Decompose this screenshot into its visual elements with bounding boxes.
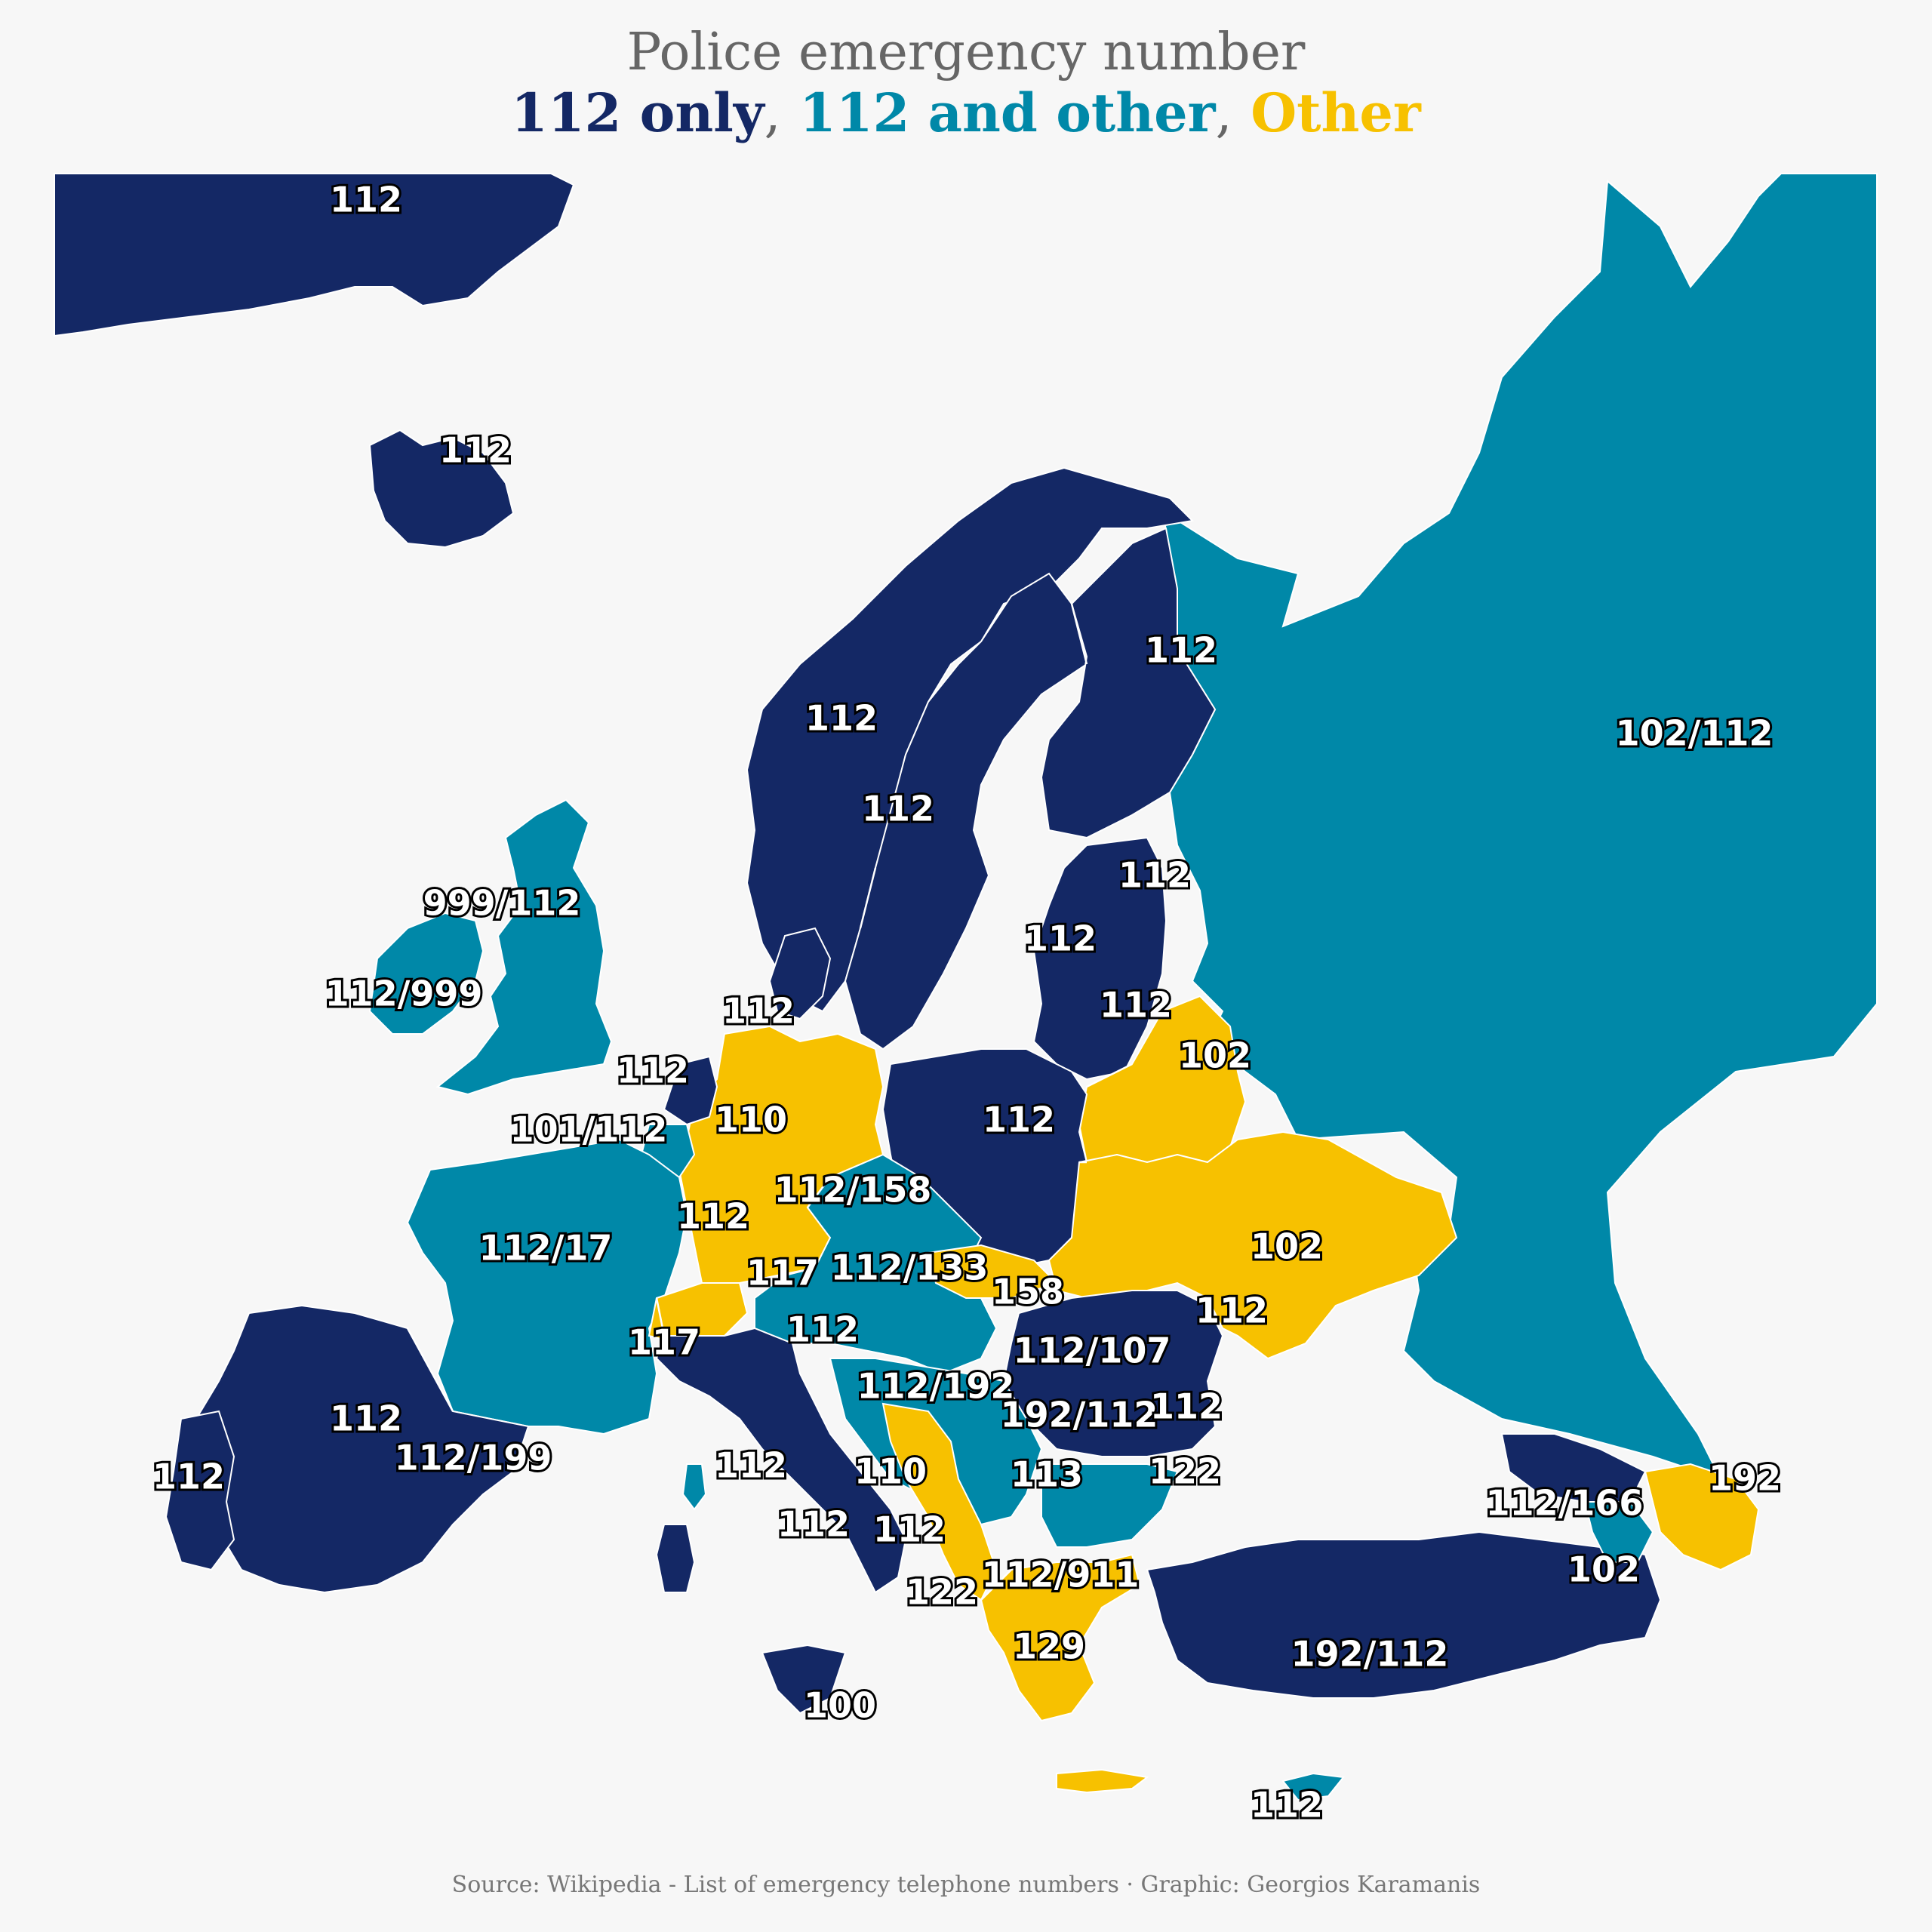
country-label: 112/158	[774, 1170, 932, 1211]
country-label: 112	[1145, 630, 1217, 671]
country-label: 112	[330, 180, 402, 220]
region-denmark	[768, 927, 832, 1020]
country-label: 112	[777, 1504, 850, 1545]
region-italy	[655, 1327, 907, 1594]
country-label: 158	[992, 1272, 1064, 1312]
border-lines	[406, 603, 1133, 1601]
region-slovakia	[927, 1244, 1058, 1299]
country-label: 110	[854, 1451, 927, 1492]
country-label: 112	[1195, 1291, 1268, 1331]
country-label: 999/112	[423, 883, 581, 924]
country-label: 112	[1024, 918, 1097, 959]
region-france	[406, 1138, 688, 1435]
legend-separator: ,	[1215, 82, 1232, 144]
region-baltics	[1032, 836, 1168, 1081]
country-label: 192/112	[1001, 1395, 1158, 1435]
country-label: 102	[1251, 1226, 1323, 1267]
region-sardinia	[655, 1524, 696, 1593]
country-label: 112	[1150, 1386, 1223, 1427]
country-label: 112	[805, 698, 878, 739]
region-turkey	[1146, 1531, 1662, 1699]
country-label: 112/911	[982, 1555, 1140, 1595]
country-label: 102	[1567, 1549, 1640, 1590]
region-svalbard	[54, 173, 575, 337]
country-label: 129	[1013, 1626, 1085, 1667]
country-label: 192/112	[1291, 1634, 1449, 1675]
country-label: 122	[906, 1572, 978, 1613]
source-caption: Source: Wikipedia - List of emergency te…	[451, 1872, 1481, 1898]
region-cyprus	[1281, 1772, 1345, 1801]
country-label: 113	[1011, 1454, 1083, 1495]
country-label: 100	[804, 1685, 876, 1726]
country-label: 102	[1179, 1035, 1251, 1076]
country-label: 112	[862, 789, 934, 829]
country-label: 112	[715, 1445, 787, 1486]
country-label: 122	[1149, 1451, 1221, 1492]
country-label: 112	[439, 430, 512, 471]
country-label: 112	[983, 1100, 1055, 1140]
region-uk	[435, 798, 613, 1096]
country-label: 112	[786, 1309, 859, 1350]
map-title: Police emergency number	[626, 23, 1306, 82]
country-label: 112/199	[395, 1438, 552, 1478]
country-label: 112	[1251, 1785, 1323, 1826]
country-label: 112/133	[831, 1247, 989, 1288]
region-corsica	[681, 1463, 707, 1511]
region-bulgaria	[1041, 1463, 1179, 1548]
country-label: 117	[746, 1253, 819, 1294]
country-label: 112	[152, 1457, 225, 1497]
country-label: 192	[1709, 1458, 1781, 1499]
country-label: 112	[1100, 985, 1172, 1026]
region-switzerland	[648, 1282, 749, 1345]
legend-item-112-only: 112 only	[511, 82, 764, 144]
region-sicily	[761, 1644, 847, 1715]
region-greece	[980, 1553, 1141, 1722]
region-armenia	[1583, 1501, 1654, 1563]
region-netherlands	[663, 1055, 718, 1126]
region-central-europe	[754, 1153, 998, 1375]
legend-item-other: Other	[1251, 82, 1421, 144]
country-label: 112/17	[479, 1228, 613, 1269]
country-label: 112/107	[1014, 1331, 1171, 1371]
country-label: 112	[1118, 855, 1191, 896]
country-label: 112	[677, 1196, 749, 1237]
legend-separator: ,	[764, 82, 781, 144]
region-iceland	[368, 429, 515, 549]
country-label: 112	[722, 991, 795, 1032]
region-finland	[1040, 527, 1217, 839]
country-label: 117	[628, 1322, 700, 1363]
country-label: 112/166	[1486, 1483, 1644, 1524]
country-label: 110	[715, 1100, 787, 1140]
region-sweden	[844, 572, 1088, 1051]
country-label: 102/112	[1616, 713, 1774, 754]
region-russia	[1161, 173, 1878, 1481]
legend-item-112-and-other: 112 and other	[799, 82, 1216, 144]
country-labels: 112112112112112102/112999/112112/9991121…	[150, 177, 1783, 1828]
region-crete	[1056, 1768, 1149, 1794]
country-label: 101/112	[510, 1109, 668, 1150]
region-portugal	[165, 1410, 235, 1571]
country-label: 112/192	[857, 1366, 1015, 1407]
country-label: 112/999	[325, 974, 483, 1014]
region-norway	[746, 466, 1195, 1013]
legend-subtitle: 112 only, 112 and other, Other	[0, 82, 1932, 144]
country-label: 112	[617, 1051, 689, 1091]
country-label: 112	[873, 1509, 946, 1550]
country-label: 112	[330, 1398, 402, 1439]
region-ireland	[368, 912, 485, 1035]
region-azerbaijan	[1644, 1463, 1760, 1571]
